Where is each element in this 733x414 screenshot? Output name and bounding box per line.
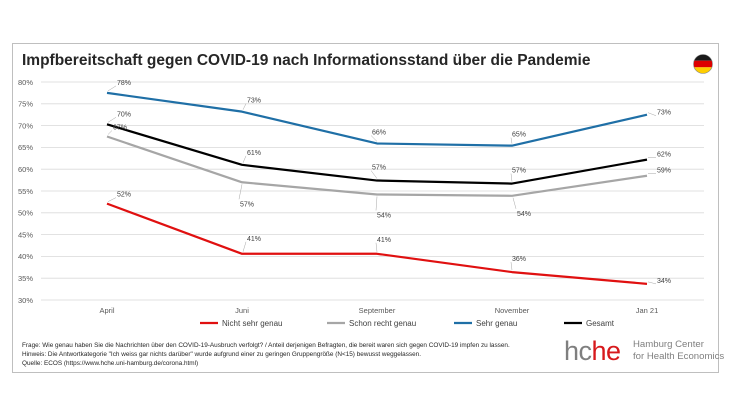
data-label: 78%	[117, 80, 131, 87]
data-label: 66%	[372, 129, 386, 136]
data-label-leader	[242, 241, 247, 252]
gridlines	[41, 81, 704, 301]
data-label-leader	[107, 117, 117, 123]
data-label-leader	[238, 184, 243, 200]
data-label: 36%	[512, 256, 526, 263]
data-label-leader	[242, 103, 247, 110]
logo-name: Hamburg Center for Health Economics	[633, 339, 725, 362]
x-tick-label: April	[99, 306, 114, 315]
legend-label-nicht_sehr_genau: Nicht sehr genau	[222, 319, 282, 328]
series-sehr_genau: 78% 73% 66% 65% 73%	[106, 80, 671, 147]
data-label-leader	[370, 170, 378, 179]
data-label: 41%	[247, 236, 261, 243]
data-label-leader	[512, 197, 517, 209]
y-tick-label: 50%	[18, 209, 33, 218]
data-label: 61%	[247, 150, 261, 157]
data-label-leader	[510, 137, 513, 144]
data-label: 57%	[512, 168, 526, 175]
data-label: 41%	[377, 237, 391, 244]
chart-frame	[12, 43, 719, 373]
series-gesamt: 70% 61% 57% 57% 62%	[106, 111, 671, 185]
x-tick-label: Juni	[235, 306, 249, 315]
data-label-leader	[647, 112, 657, 116]
data-label-leader	[107, 85, 117, 92]
legend-label-schon_recht_genau: Schon recht genau	[349, 319, 416, 328]
series: 78%73%66% 65%73%70%61%57% 57%62%67%57%54% 5…	[106, 80, 671, 285]
data-label-leader	[107, 197, 117, 202]
y-tick-label: 65%	[18, 143, 33, 152]
y-tick-label: 40%	[18, 252, 33, 261]
legend-label-gesamt: Gesamt	[586, 319, 615, 328]
y-tick-label: 75%	[18, 100, 33, 109]
data-label: 62%	[657, 152, 671, 159]
legend-label-sehr_genau: Sehr genau	[476, 319, 517, 328]
data-label-leader	[107, 130, 113, 135]
data-label: 54%	[377, 212, 391, 219]
y-tick-label: 80%	[18, 78, 33, 87]
series-line-sehr_genau	[106, 91, 648, 147]
series-nicht_sehr_genau: 52% 41% 41% 36% 34%	[106, 192, 671, 285]
series-line-nicht_sehr_genau	[106, 202, 648, 285]
x-axis: April Juni September November Jan 21	[99, 306, 658, 315]
data-label: 65%	[512, 132, 526, 139]
data-label-leader	[375, 196, 378, 211]
data-label: 54%	[517, 211, 531, 218]
y-axis: 30% 35% 40% 45% 50% 55% 60% 65% 70% 75% 80%	[18, 78, 33, 305]
legend: Nicht sehr genau Schon recht genau Sehr ge…	[200, 319, 615, 328]
y-tick-label: 70%	[18, 121, 33, 130]
y-tick-label: 30%	[18, 296, 33, 305]
data-label: 57%	[372, 165, 386, 172]
data-label: 73%	[657, 110, 671, 117]
footnote-hint: Hinweis: Die Antwortkategorie "Ich weiss…	[22, 351, 422, 358]
logo-mark: hche	[564, 336, 621, 366]
series-line-gesamt	[106, 123, 648, 185]
data-label-leader	[375, 242, 378, 252]
x-tick-label: Jan 21	[636, 306, 659, 315]
chart-title: Impfbereitschaft gegen COVID-19 nach Inf…	[22, 52, 591, 69]
data-label-leader	[647, 281, 657, 285]
y-tick-label: 45%	[18, 230, 33, 239]
y-tick-label: 35%	[18, 274, 33, 283]
footnote-source: Quelle: ECOS (https://www.hche.uni-hambu…	[22, 360, 199, 367]
data-label-leader	[510, 173, 513, 182]
x-tick-label: November	[495, 306, 530, 315]
data-label: 73%	[247, 98, 261, 105]
data-label: 34%	[657, 278, 671, 285]
data-label: 59%	[657, 168, 671, 175]
series-schon_recht_genau: 67% 57% 54% 54% 59%	[106, 125, 671, 219]
series-line-schon_recht_genau	[106, 135, 648, 197]
data-label-leader	[242, 155, 247, 163]
data-label: 57%	[240, 201, 254, 208]
germany-flag-icon	[693, 54, 713, 74]
footnote-question: Frage: Wie genau haben Sie die Nachricht…	[22, 342, 510, 349]
y-tick-label: 60%	[18, 165, 33, 174]
x-tick-label: September	[359, 306, 396, 315]
chart-footnotes: Frage: Wie genau haben Sie die Nachricht…	[22, 341, 542, 368]
data-label: 70%	[117, 111, 131, 118]
data-label-leader	[510, 262, 513, 271]
data-label-leader	[370, 135, 378, 142]
y-tick-label: 55%	[18, 187, 33, 196]
data-label: 52%	[117, 192, 131, 199]
data-label: 67%	[113, 125, 127, 132]
